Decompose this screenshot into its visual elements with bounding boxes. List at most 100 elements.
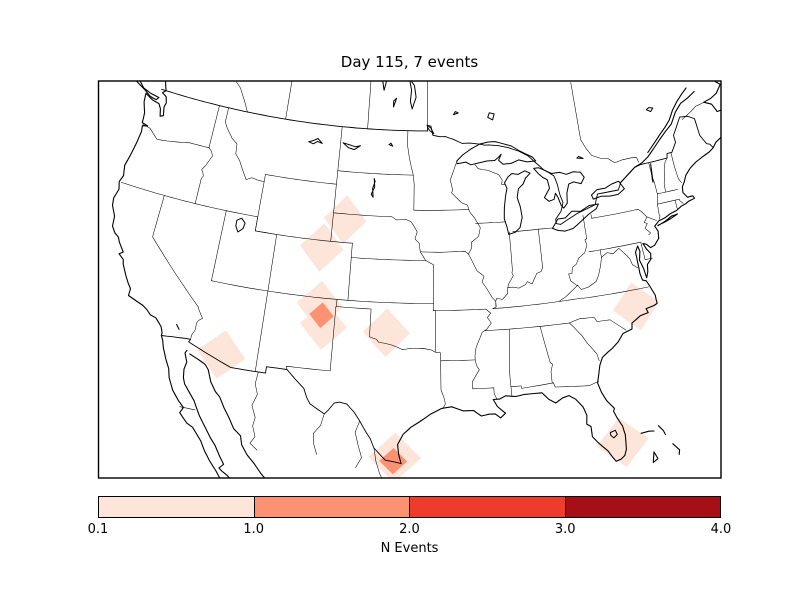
lake-outline-6 [609, 429, 618, 439]
province-border-5 [682, 101, 705, 120]
coastline-7 [647, 87, 687, 154]
state-border-42 [538, 228, 543, 268]
state-border-47 [588, 249, 602, 258]
lake-outline-10 [370, 178, 376, 198]
coastline-0 [111, 81, 167, 337]
state-border-8 [267, 234, 277, 292]
coastline-12 [657, 425, 667, 436]
state-border-1 [208, 105, 220, 149]
coastline-14 [672, 443, 681, 455]
coastline-6 [620, 90, 695, 183]
state-border-10 [255, 174, 266, 232]
state-border-60 [475, 221, 506, 224]
state-border-3 [121, 182, 227, 211]
state-border-65 [512, 227, 553, 232]
state-border-43 [582, 215, 587, 240]
state-border-36 [472, 308, 498, 400]
state-border-7 [211, 280, 269, 292]
state-border-58 [510, 382, 554, 389]
coastline-3 [189, 353, 266, 478]
coastline-9 [730, 109, 751, 118]
state-border-21 [412, 224, 426, 261]
coastline-2 [160, 334, 231, 478]
colorbar-segment-1 [254, 497, 410, 517]
state-border-27 [425, 260, 434, 304]
state-border-68 [648, 162, 661, 220]
colorbar-segment-3 [565, 497, 720, 517]
colorbar-tick-labels: 0.1 1.0 2.0 3.0 4.0 [88, 522, 732, 538]
state-border-9 [226, 210, 277, 235]
coastline-4 [397, 81, 721, 465]
event-cell-south-florida [596, 417, 649, 468]
lake-outline-3 [552, 203, 599, 232]
state-border-44 [568, 238, 588, 275]
state-border-53 [582, 286, 649, 299]
lake-outline-17 [453, 111, 459, 116]
map-content [111, 81, 751, 478]
state-border-18 [407, 130, 414, 176]
event-cell-northeast-new-mexico-overlap [309, 302, 334, 329]
event-cell-south-texas-overlap [379, 448, 408, 475]
colorbar-axis-label: N Events [380, 541, 439, 556]
coastline-1 [135, 81, 160, 101]
state-border-24 [347, 242, 353, 301]
state-border-41 [496, 266, 544, 300]
state-border-48 [601, 248, 628, 258]
country-border-2 [160, 335, 402, 465]
state-border-32 [286, 306, 337, 372]
state-border-64 [474, 164, 505, 185]
state-border-19 [413, 174, 415, 185]
lake-outline-12 [409, 81, 417, 110]
state-border-15 [336, 126, 343, 185]
state-border-16 [337, 170, 414, 176]
state-border-2 [194, 147, 213, 204]
province-border-1 [285, 81, 293, 120]
state-border-67 [646, 216, 657, 221]
colorbar-segment-0 [99, 497, 255, 517]
state-border-28 [433, 308, 487, 311]
lake-outline-20 [176, 323, 180, 330]
lake-outline-8 [308, 138, 323, 145]
state-border-66 [590, 209, 651, 236]
state-border-46 [559, 285, 578, 302]
state-border-54 [569, 317, 627, 331]
state-border-17 [333, 212, 414, 225]
lake-outline-14 [393, 97, 398, 108]
colorbar-tick-1.0: 1.0 [243, 522, 265, 537]
state-border-51 [626, 255, 638, 269]
state-border-13 [255, 230, 353, 244]
province-border-6 [737, 125, 740, 127]
state-border-74 [670, 152, 682, 183]
colorbar-tick-4.0: 4.0 [710, 522, 732, 537]
state-border-14 [225, 107, 265, 182]
coastline-13 [652, 451, 659, 464]
state-border-50 [577, 257, 602, 290]
state-border-72 [657, 189, 678, 195]
state-border-33 [254, 290, 269, 372]
lake-outline-0 [456, 141, 537, 166]
state-border-25 [351, 257, 426, 261]
state-border-37 [509, 329, 513, 398]
state-border-63 [468, 253, 497, 308]
state-border-29 [433, 303, 436, 353]
state-border-31 [336, 306, 436, 353]
state-border-56 [539, 326, 554, 384]
lake-outline-4 [591, 180, 625, 200]
state-border-62 [468, 209, 481, 255]
country-border-1 [427, 115, 714, 225]
event-cell-nebraska-panhandle [324, 195, 367, 244]
mexican-state-border-1 [179, 406, 196, 411]
event-cell-north-carolina-coast [612, 282, 660, 331]
country-border-0 [161, 88, 429, 132]
state-border-45 [568, 273, 578, 286]
lake-outline-16 [487, 112, 495, 121]
state-border-70 [674, 200, 678, 210]
state-border-52 [640, 241, 653, 260]
state-border-61 [450, 163, 470, 210]
colorbar-tick-3.0: 3.0 [554, 522, 576, 537]
lake-outline-2 [533, 167, 585, 209]
mexican-state-border-0 [249, 371, 259, 451]
plot-title: Day 115, 7 events [340, 53, 479, 71]
state-border-49 [599, 241, 641, 251]
lake-outline-18 [576, 155, 584, 159]
